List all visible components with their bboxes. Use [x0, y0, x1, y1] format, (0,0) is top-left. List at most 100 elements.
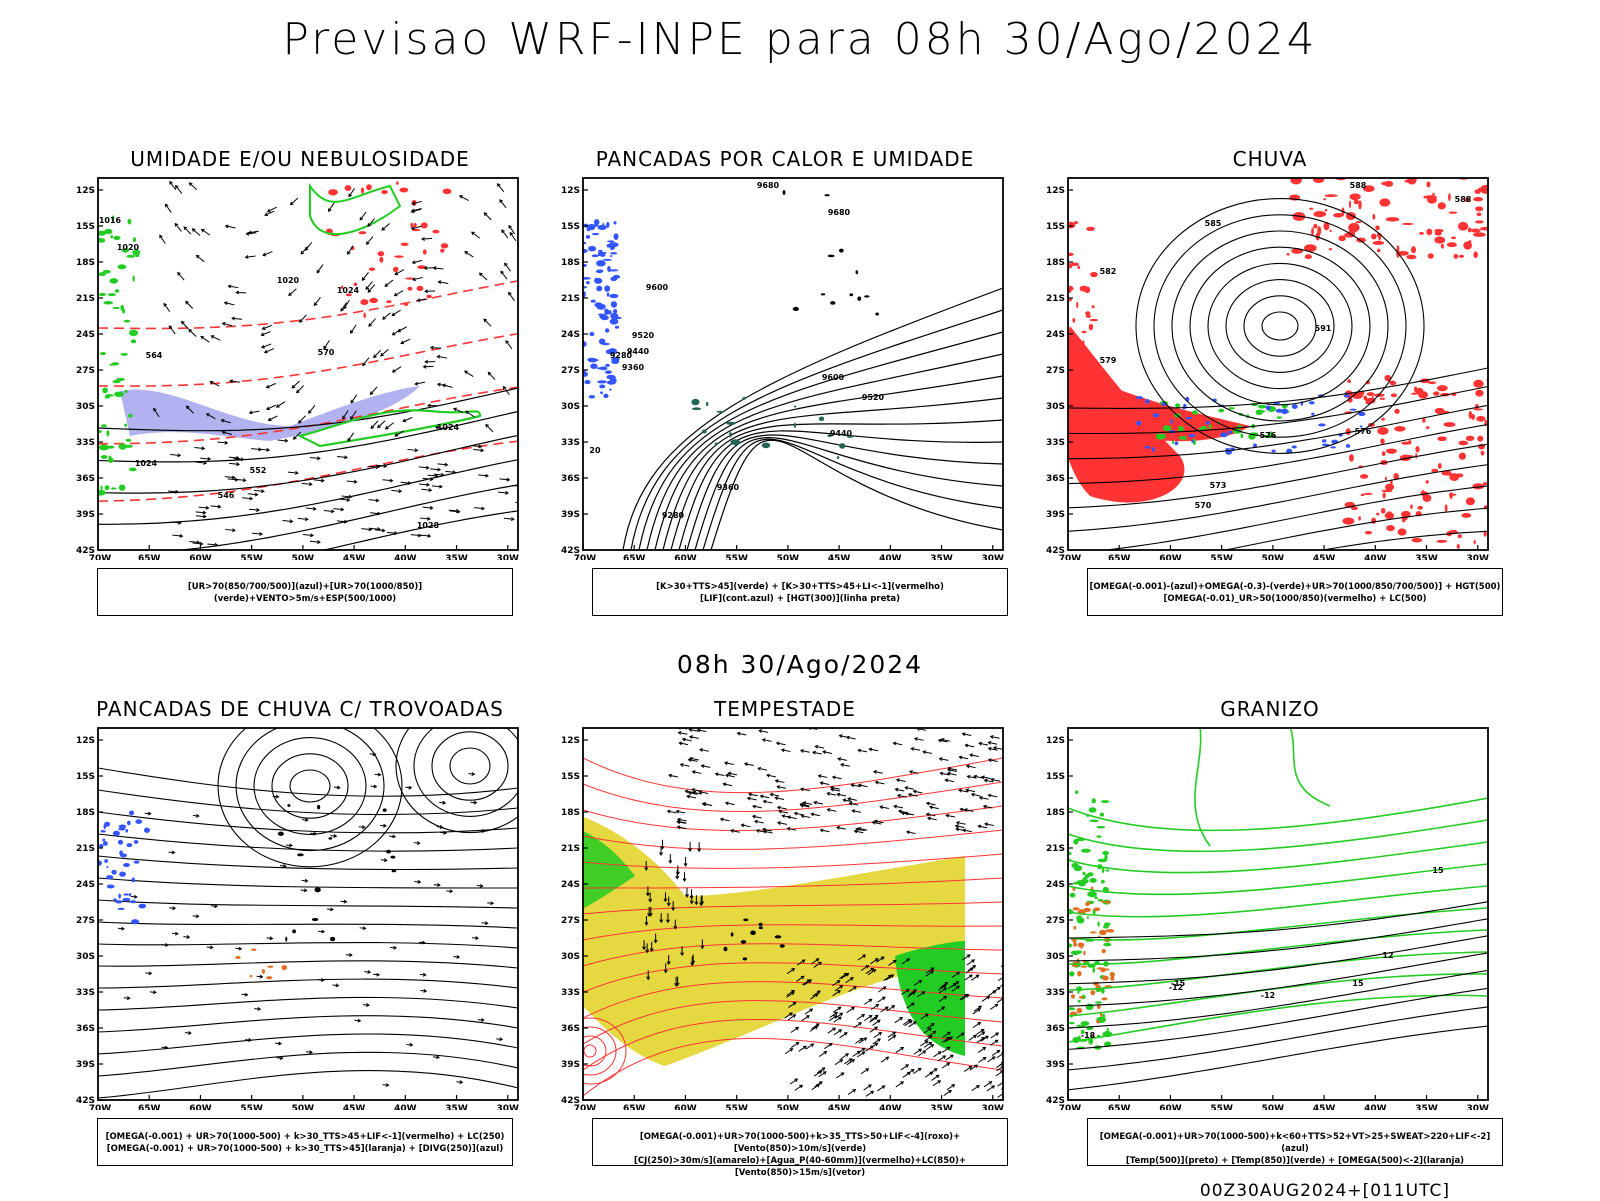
instability-cell: [702, 429, 707, 433]
panel-title-umidade: UMIDADE E/OU NEBULOSIDADE: [85, 147, 515, 171]
contour-label: -18: [1081, 1031, 1096, 1040]
legend-line: [OMEGA(-0.01)_UR>50(1000/850)(vermelho) …: [1088, 593, 1502, 605]
lon-tick-label: 50W: [292, 1104, 315, 1110]
lif-contour-cell: [610, 318, 619, 324]
rain-cell: [1381, 418, 1385, 421]
divergence-cell: [115, 900, 122, 903]
rain-cell: [1086, 227, 1095, 231]
rain-cell: [1458, 441, 1468, 446]
omega-strong-cell: [1201, 426, 1206, 428]
omega-weak-cell: [1346, 444, 1350, 448]
omega-weak-cell: [1344, 395, 1350, 398]
rain-cell: [1473, 197, 1483, 201]
rain-cell: [1377, 427, 1388, 435]
rain-cell: [1358, 200, 1361, 209]
convective-cell: [317, 805, 320, 810]
wind-vector: [519, 485, 520, 488]
divergence-cell: [125, 829, 128, 833]
rain-cell: [1459, 453, 1466, 460]
green-cell: [108, 293, 116, 296]
rain-cell: [1329, 248, 1332, 250]
green-cell: [99, 293, 106, 296]
temp-850-cell: [1096, 826, 1105, 829]
lat-tick-label: 39S: [561, 1060, 580, 1070]
green-cell: [111, 487, 117, 489]
omega-strong-cell: [1277, 416, 1282, 419]
rain-cell: [1437, 540, 1448, 543]
omega-strong-cell: [1156, 433, 1162, 439]
temp-850-cell: [1097, 921, 1099, 927]
omega-500-cell: [1081, 965, 1087, 967]
red-cell: [394, 255, 403, 257]
temp-850-cell: [1100, 813, 1104, 817]
rain-cell: [1364, 493, 1373, 495]
omega-strong-cell: [1163, 425, 1172, 431]
omega-weak-cell: [1206, 421, 1210, 424]
convective-cell: [724, 947, 728, 951]
temp-850-cell: [1092, 967, 1095, 973]
temp-850-cell: [1082, 872, 1085, 875]
lat-tick-label: 21S: [76, 294, 95, 304]
rain-cell: [1088, 354, 1091, 357]
map-chuva: 58858558257957657357058859157612S15S18S2…: [1030, 176, 1490, 560]
convective-cell: [864, 295, 869, 297]
convective-cell: [828, 255, 835, 258]
panel-title-tempestade: TEMPESTADE: [570, 697, 1000, 721]
divergence-cell: [102, 838, 105, 841]
divergence-cell: [135, 819, 142, 824]
rain-cell: [1422, 418, 1425, 423]
contour-label: 9440: [830, 429, 853, 438]
divergence-cell: [113, 899, 117, 901]
lon-tick-label: 30W: [1467, 1104, 1490, 1110]
convective-cell: [849, 293, 853, 296]
contour-label: 564: [146, 351, 163, 360]
green-cell: [109, 278, 118, 284]
legend-line: [Temp(500)](preto) + [Temp(850)](verde) …: [1088, 1155, 1502, 1167]
divergence-cell: [144, 828, 150, 833]
rain-cell: [1477, 436, 1483, 442]
rain-cell: [1459, 255, 1464, 258]
rain-cell: [1449, 211, 1457, 213]
rain-cell: [1309, 208, 1313, 210]
divergence-cell: [107, 885, 115, 889]
divergence-cell: [134, 860, 140, 863]
rain-cell: [1466, 436, 1475, 441]
divergence-cell: [131, 878, 135, 883]
rain-cell: [1451, 236, 1456, 239]
omega-weak-cell: [1136, 421, 1141, 426]
wind-vector: [1004, 1060, 1005, 1063]
rain-cell: [1481, 451, 1485, 456]
rain-cell: [1454, 254, 1459, 259]
contour-label: 1020: [117, 243, 140, 252]
map-base: [98, 178, 518, 550]
omega-strong-cell: [1218, 409, 1224, 413]
lat-tick-label: 39S: [1046, 510, 1065, 520]
omega-weak-cell: [1349, 409, 1356, 411]
rain-cell: [1073, 367, 1078, 370]
lat-tick-label: 15S: [561, 222, 580, 232]
temp-850-cell: [1076, 915, 1082, 921]
rain-cell: [1473, 251, 1477, 258]
lat-tick-label: 18S: [76, 808, 95, 818]
lif-contour-cell: [588, 224, 596, 230]
omega-strong-cell: [1209, 424, 1212, 430]
divergence-cell: [123, 893, 129, 895]
rain-cell: [1461, 513, 1471, 518]
rain-cell: [1358, 516, 1361, 521]
red-cell: [443, 188, 452, 194]
lon-tick-label: 55W: [725, 554, 748, 560]
storm-cell: [281, 965, 287, 970]
lat-tick-label: 24S: [76, 330, 95, 340]
lat-tick-label: 18S: [561, 808, 580, 818]
rain-cell: [1307, 245, 1309, 250]
rain-cell: [1074, 221, 1078, 224]
rain-cell: [1457, 544, 1460, 549]
lat-tick-label: 33S: [561, 988, 580, 998]
green-cell: [115, 289, 119, 293]
instability-cell: [715, 443, 718, 446]
lif-contour-cell: [591, 300, 596, 303]
omega-500-cell: [1083, 908, 1090, 912]
